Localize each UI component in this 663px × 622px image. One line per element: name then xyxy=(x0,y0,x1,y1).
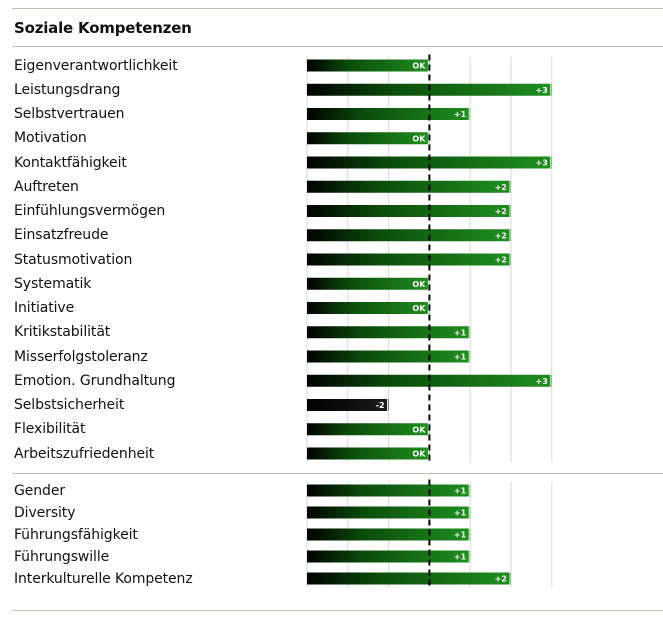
bar-value-label: +1 xyxy=(454,353,467,362)
bar xyxy=(307,229,511,242)
row-label: Interkulturelle Kompetenz xyxy=(14,570,193,587)
row-label: Kritikstabilität xyxy=(14,324,111,341)
bottom-divider xyxy=(12,610,663,611)
bar xyxy=(307,506,471,519)
bar xyxy=(307,277,430,290)
top-divider xyxy=(12,8,663,9)
bar-value-label: +3 xyxy=(536,86,548,95)
title-divider xyxy=(12,46,663,47)
bar-value-label: +2 xyxy=(495,183,507,192)
bar xyxy=(307,326,471,339)
row-label: Führungswille xyxy=(14,548,110,565)
bar-value-label: +1 xyxy=(454,328,467,337)
row-label: Leistungsdrang xyxy=(14,81,121,98)
bar xyxy=(307,156,552,169)
row-label: Einfühlungsvermögen xyxy=(14,203,166,219)
row-label: Auftreten xyxy=(14,178,79,195)
bar xyxy=(307,528,471,541)
bar xyxy=(307,350,471,363)
bar xyxy=(307,108,471,120)
row-label: Selbstvertrauen xyxy=(14,106,125,122)
row-label: Einsatzfreude xyxy=(14,227,109,244)
bar xyxy=(307,132,430,145)
bar xyxy=(307,253,511,266)
bar-value-label: +2 xyxy=(495,256,507,265)
bar-value-label: OK xyxy=(412,134,426,143)
bar xyxy=(307,423,430,436)
bar-value-label: +3 xyxy=(536,377,548,386)
bar xyxy=(307,59,430,72)
row-label: Arbeitszufriedenheit xyxy=(14,445,155,462)
chart-title: Soziale Kompetenzen xyxy=(14,19,192,37)
row-label: Diversity xyxy=(14,504,76,521)
row-label: Selbstsicherheit xyxy=(14,397,125,413)
bar xyxy=(307,180,511,193)
row-label: Eigenverantwortlichkeit xyxy=(14,57,178,74)
row-label: Gender xyxy=(14,482,65,499)
bar-value-label: OK xyxy=(412,304,426,313)
bar-value-label: OK xyxy=(412,62,426,71)
bar-value-label: +1 xyxy=(454,509,467,518)
bar xyxy=(307,374,552,387)
bar xyxy=(307,205,511,217)
row-label: Flexibilität xyxy=(14,421,86,438)
row-label: Statusmotivation xyxy=(14,251,133,268)
bar-value-label: +1 xyxy=(454,531,467,540)
bar xyxy=(307,399,389,411)
bar-value-label: +2 xyxy=(495,207,507,216)
row-label: Motivation xyxy=(14,130,87,147)
bar xyxy=(307,302,430,314)
row-label: Initiative xyxy=(14,300,75,316)
row-label: Führungsfähigkeit xyxy=(14,526,138,543)
bar-value-label: +3 xyxy=(536,159,548,168)
bar xyxy=(307,550,471,563)
bar-value-label: -2 xyxy=(376,401,385,410)
bar-value-label: +1 xyxy=(454,487,467,496)
bar-value-label: +2 xyxy=(495,575,507,584)
bar xyxy=(307,484,471,497)
row-label: Systematik xyxy=(14,275,92,292)
bar-value-label: +1 xyxy=(454,110,467,119)
bar xyxy=(307,447,430,460)
row-label: Misserfolgstoleranz xyxy=(14,348,148,365)
bar xyxy=(307,572,511,585)
bar-value-label: OK xyxy=(412,425,426,434)
bar-value-label: OK xyxy=(412,280,426,289)
bar-value-label: +2 xyxy=(495,231,507,240)
row-label: Kontaktfähigkeit xyxy=(14,154,127,171)
row-label: Emotion. Grundhaltung xyxy=(14,372,176,389)
bar-value-label: OK xyxy=(412,450,426,459)
bar-value-label: +1 xyxy=(454,553,467,562)
group-divider xyxy=(12,473,663,474)
